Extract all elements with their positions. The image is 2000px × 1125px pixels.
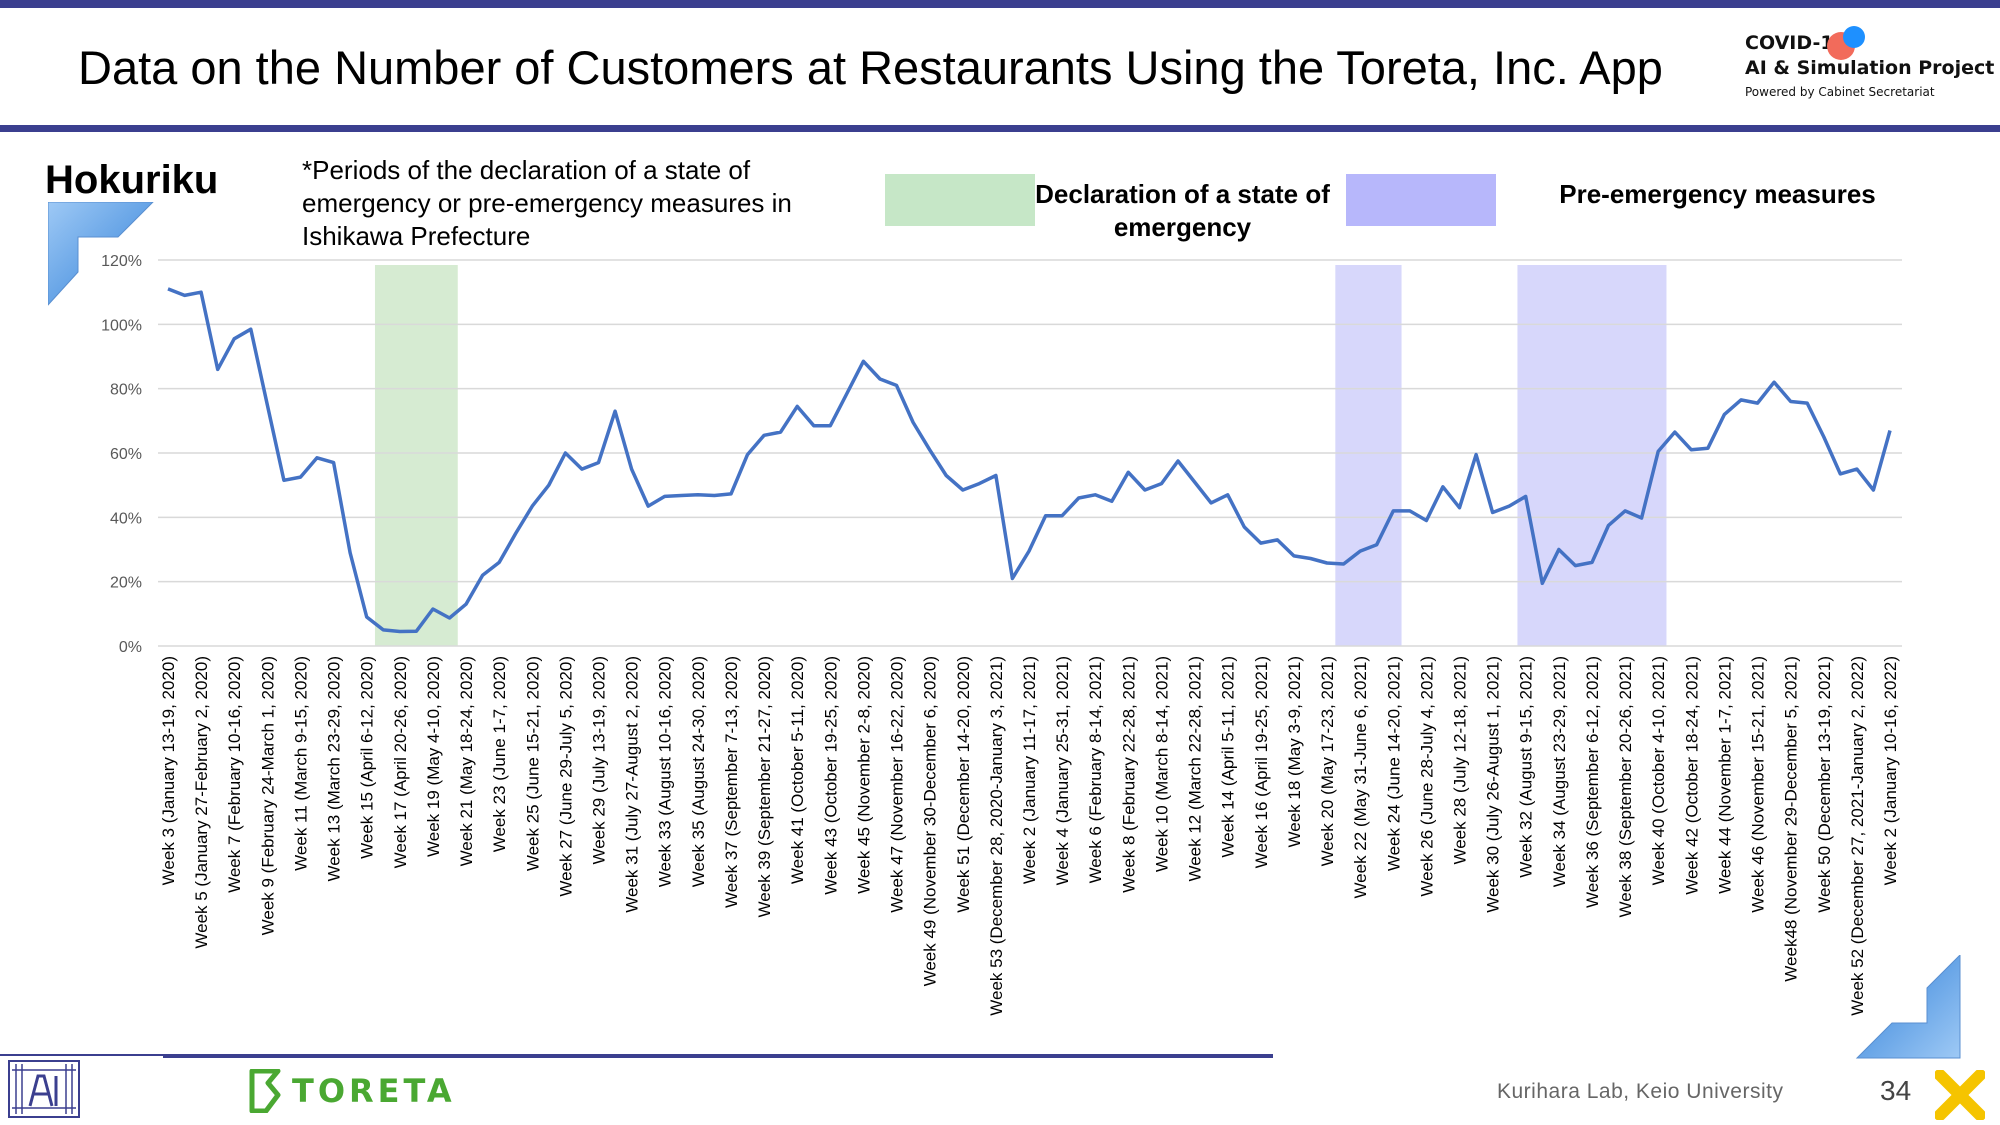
logo-line-2: AI & Simulation Project (1745, 57, 1995, 79)
x-tick-label: Week 30 (July 26-August 1, 2021) (1484, 656, 1503, 913)
band-emergency-0 (374, 265, 458, 646)
x-tick-label: Week 51 (December 14-20, 2020) (954, 656, 973, 913)
logo-blue-dot-icon (1843, 26, 1865, 48)
x-tick-label: Week 4 (January 25-31, 2021) (1053, 656, 1072, 885)
x-tick-label: Week 35 (August 24-30, 2020) (689, 656, 708, 887)
x-tick-label: Week 41 (October 5-11, 2020) (788, 656, 807, 884)
footer-divider-left (0, 1054, 163, 1056)
x-tick-label: Week 53 (December 28, 2020-January 3, 20… (987, 656, 1006, 1016)
legend-label-pre-emergency: Pre-emergency measures (1559, 179, 1876, 209)
x-tick-label: Week 7 (February 10-16, 2020) (225, 656, 244, 893)
x-tick-label: Week 24 (June 14-20, 2021) (1384, 656, 1403, 871)
x-tick-label: Week 44 (November 1-7, 2021) (1715, 656, 1734, 894)
legend-swatch-emergency (885, 174, 1035, 226)
x-tick-label: Week 39 (September 21-27, 2020) (755, 656, 774, 917)
y-tick-label: 60% (110, 446, 142, 463)
x-tick-label: Week 38 (September 20-26, 2021) (1616, 656, 1635, 917)
x-tick-label: Week 10 (March 8-14, 2021) (1152, 656, 1171, 872)
x-tick-label: Week 20 (May 17-23, 2021) (1318, 656, 1337, 866)
footer-credit: Kurihara Lab, Keio University (1497, 1080, 1784, 1103)
x-tick-label: Week 23 (June 1-7, 2020) (490, 656, 509, 852)
y-tick-label: 40% (110, 510, 142, 527)
logo-line-1: COVID-19 (1745, 32, 1847, 54)
x-tick-label: Week 19 (May 4-10, 2020) (424, 656, 443, 857)
x-tick-label: Week 31 (July 27-August 2, 2020) (623, 656, 642, 913)
x-tick-label: Week 8 (February 22-28, 2021) (1119, 656, 1138, 893)
x-tick-label: Week 46 (November 15-21, 2021) (1749, 656, 1768, 913)
x-tick-label: Week 5 (January 27-February 2, 2020) (192, 656, 211, 949)
x-tick-label: Week 6 (February 8-14, 2021) (1086, 656, 1105, 883)
y-tick-label: 80% (110, 382, 142, 399)
x-tick-label: Week 52 (December 27, 2021-January 2, 20… (1848, 656, 1867, 1016)
x-tick-label: Week 22 (May 31-June 6, 2021) (1351, 656, 1370, 899)
x-tick-label: Week 34 (August 23-29, 2021) (1550, 656, 1569, 887)
legend-label-emergency: Declaration of a state of emergency (1035, 179, 1330, 242)
x-tick-label: Week 18 (May 3-9, 2021) (1285, 656, 1304, 848)
x-tick-label: Week 17 (April 20-26, 2020) (391, 656, 410, 868)
x-tick-label: Week 50 (December 13-19, 2021) (1815, 656, 1834, 913)
corner-decoration-icon (48, 202, 154, 306)
x-tick-label: Week 15 (April 6-12, 2020) (358, 656, 377, 859)
x-tick-label: Week 12 (March 22-28, 2021) (1186, 656, 1205, 882)
yellow-x-logo-icon (1935, 1070, 1985, 1120)
x-tick-label: Week 26 (June 28-July 4, 2021) (1417, 656, 1436, 897)
y-tick-label: 100% (101, 317, 142, 334)
x-tick-label: Week 14 (April 5-11, 2021) (1219, 656, 1238, 858)
x-tick-label: Week 25 (June 15-21, 2020) (523, 656, 542, 871)
x-tick-label: Week 49 (November 30-December 6, 2020) (921, 656, 940, 986)
logo-line-3: Powered by Cabinet Secretariat (1745, 85, 1935, 99)
x-tick-label: Week 28 (July 12-18, 2021) (1451, 656, 1470, 865)
x-tick-label: Week 42 (October 18-24, 2021) (1682, 656, 1701, 895)
x-tick-label: Week 2 (January 11-17, 2021) (1020, 656, 1039, 884)
x-tick-label: Week 36 (September 6-12, 2021) (1583, 656, 1602, 908)
band-pre-1 (1335, 265, 1402, 646)
x-tick-label: Week 2 (January 10-16, 2022) (1881, 656, 1900, 885)
y-tick-label: 0% (119, 639, 142, 656)
x-tick-label: Week 37 (September 7-13, 2020) (722, 656, 741, 908)
toreta-mark-icon (249, 1069, 281, 1113)
footer-divider (163, 1054, 1273, 1058)
customers-line-chart: 0% 20% 40% 60% 80% 100% 120% Week 3 (January 13… (101, 253, 1902, 1016)
x-tick-label: Week 13 (March 23-29, 2020) (325, 656, 344, 882)
y-tick-label: 20% (110, 575, 142, 592)
band-pre-2 (1517, 265, 1667, 646)
x-tick-label: Week 3 (January 13-19, 2020) (159, 656, 178, 885)
ai-lab-logo-icon (8, 1060, 80, 1118)
x-tick-label: Week 43 (October 19-25, 2020) (821, 656, 840, 895)
x-tick-label: Week 33 (August 10-16, 2020) (656, 656, 675, 887)
page-number: 34 (1880, 1075, 1912, 1106)
x-tick-label: Week 47 (November 16-22, 2020) (888, 656, 907, 913)
toreta-logo: TORETA (248, 1069, 456, 1113)
x-tick-label: Week 45 (November 2-8, 2020) (854, 656, 873, 894)
x-tick-label: Week 29 (July 13-19, 2020) (590, 656, 609, 865)
x-tick-label: Week 27 (June 29-July 5, 2020) (556, 656, 575, 897)
x-tick-label: Week48 (November 29-December 5, 2021) (1782, 656, 1801, 982)
covid-project-logo: COVID-19 AI & Simulation Project Powered… (1745, 26, 1995, 112)
x-tick-label: Week 21 (May 18-24, 2020) (457, 656, 476, 866)
region-label: Hokuriku (45, 158, 219, 202)
x-tick-label: Week 16 (April 19-25, 2021) (1252, 656, 1271, 868)
corner-decoration-bottom-icon (1855, 955, 1961, 1059)
period-note: *Periods of the declaration of a state o… (302, 155, 792, 251)
x-tick-label: Week 11 (March 9-15, 2020) (291, 656, 310, 871)
title-divider (0, 125, 2000, 132)
toreta-brand-name: TORETA (292, 1072, 456, 1110)
x-tick-label: Week 40 (October 4-10, 2021) (1649, 656, 1668, 885)
series-line (167, 287, 1892, 634)
x-tick-label: Week 32 (August 9-15, 2021) (1517, 656, 1536, 878)
page-title: Data on the Number of Customers at Resta… (78, 41, 1663, 94)
y-tick-label: 120% (101, 253, 142, 270)
legend-swatch-pre-emergency (1346, 174, 1496, 226)
top-accent-bar (0, 0, 2000, 8)
x-tick-label: Week 9 (February 24-March 1, 2020) (258, 656, 277, 935)
